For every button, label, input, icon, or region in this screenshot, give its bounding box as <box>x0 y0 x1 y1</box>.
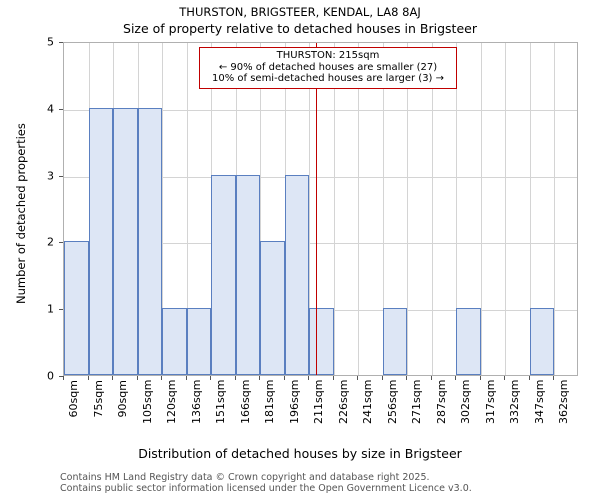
y-tick-label: 1 <box>47 302 54 316</box>
x-tick-mark <box>283 376 285 380</box>
bar <box>529 308 555 375</box>
x-tick-mark <box>553 376 555 380</box>
x-tick-label: 151sqm <box>214 379 228 424</box>
gridline-vertical <box>260 43 262 375</box>
gridline-horizontal <box>64 243 577 245</box>
x-tick-label: 196sqm <box>287 379 301 424</box>
bar <box>309 308 334 375</box>
gridline-vertical <box>407 43 409 375</box>
y-tick-label: 0 <box>47 369 54 383</box>
annotation-line-1: THURSTON: 215sqm <box>276 50 380 61</box>
x-tick-label: 241sqm <box>361 379 375 424</box>
x-tick-mark <box>528 376 530 380</box>
gridline-vertical <box>529 43 531 375</box>
annotation-line-2: ← 90% of detached houses are smaller (27… <box>218 61 438 73</box>
gridline-vertical <box>186 43 188 375</box>
x-tick-label: 211sqm <box>312 379 326 424</box>
x-tick-label: 302sqm <box>459 379 473 424</box>
bar <box>64 241 89 375</box>
x-tick-label: 317sqm <box>483 379 497 424</box>
gridline-vertical <box>162 43 164 375</box>
x-tick-label: 120sqm <box>165 379 179 424</box>
y-tick-label: 4 <box>47 102 54 116</box>
gridline-vertical <box>333 43 335 375</box>
x-tick-label: 347sqm <box>532 379 546 424</box>
gridline-vertical <box>480 43 482 375</box>
gridline-vertical <box>431 43 433 375</box>
x-tick-label: 60sqm <box>67 380 80 418</box>
x-tick-mark <box>136 376 138 380</box>
x-tick-mark <box>332 376 334 380</box>
x-tick-label: 136sqm <box>189 379 203 424</box>
footer-line-2: Contains public sector information licen… <box>60 483 472 494</box>
x-tick-label: 362sqm <box>557 379 571 424</box>
bar <box>162 308 187 375</box>
annotation-box: THURSTON: 215sqm ← 90% of detached house… <box>199 47 457 89</box>
x-tick-mark <box>185 376 187 380</box>
x-tick-label: 226sqm <box>336 379 350 424</box>
x-tick-mark <box>479 376 481 380</box>
gridline-vertical <box>554 43 556 375</box>
footer-line-1: Contains HM Land Registry data © Crown c… <box>60 472 430 483</box>
gridline-vertical <box>382 43 384 375</box>
x-tick-label: 166sqm <box>238 379 252 424</box>
x-tick-label: 105sqm <box>140 379 154 424</box>
x-tick-mark <box>455 376 457 380</box>
chart-subtitle: Size of property relative to detached ho… <box>123 21 477 36</box>
x-tick-mark <box>161 376 163 380</box>
bar <box>186 308 212 375</box>
marker-line <box>315 43 317 375</box>
chart-title-block: THURSTON, BRIGSTEER, KENDAL, LA8 8AJ Siz… <box>0 4 600 38</box>
y-tick-mark <box>59 376 63 377</box>
gridline-vertical <box>358 43 360 375</box>
bar <box>113 107 138 375</box>
gridline-vertical <box>505 43 507 375</box>
chart-title: THURSTON, BRIGSTEER, KENDAL, LA8 8AJ <box>179 5 421 19</box>
x-axis-title: Distribution of detached houses by size … <box>138 446 462 461</box>
gridline-vertical <box>309 43 311 375</box>
x-tick-label: 332sqm <box>508 379 522 424</box>
annotation-line-3: 10% of semi-detached houses are larger (… <box>211 73 445 84</box>
bar <box>284 174 310 375</box>
x-tick-mark <box>63 376 64 380</box>
gridline-horizontal <box>64 109 577 111</box>
bar <box>260 241 285 375</box>
x-tick-mark <box>87 376 89 380</box>
x-tick-mark <box>430 376 432 380</box>
x-tick-label: 287sqm <box>434 379 448 424</box>
x-tick-mark <box>406 376 408 380</box>
gridline-vertical <box>456 43 458 375</box>
x-tick-mark <box>234 376 236 380</box>
x-tick-mark <box>112 376 114 380</box>
bar <box>88 107 114 375</box>
bar <box>382 308 408 375</box>
x-tick-mark <box>504 376 506 380</box>
x-tick-mark <box>381 376 383 380</box>
y-axis-title: Number of detached properties <box>14 123 28 304</box>
x-tick-label: 181sqm <box>263 379 277 424</box>
gridline-horizontal <box>64 176 577 178</box>
x-tick-mark <box>259 376 261 380</box>
x-tick-label: 90sqm <box>116 380 130 418</box>
plot-area <box>63 42 578 376</box>
bar <box>456 308 481 375</box>
footer-block: Contains HM Land Registry data © Crown c… <box>60 472 600 494</box>
x-tick-label: 256sqm <box>385 379 399 424</box>
bar <box>137 107 163 375</box>
x-tick-mark <box>357 376 359 380</box>
bar <box>211 174 236 375</box>
x-tick-mark <box>308 376 310 380</box>
bar <box>235 174 261 375</box>
x-tick-mark <box>210 376 212 380</box>
x-tick-label: 75sqm <box>91 380 105 418</box>
x-tick-label: 271sqm <box>410 379 424 424</box>
